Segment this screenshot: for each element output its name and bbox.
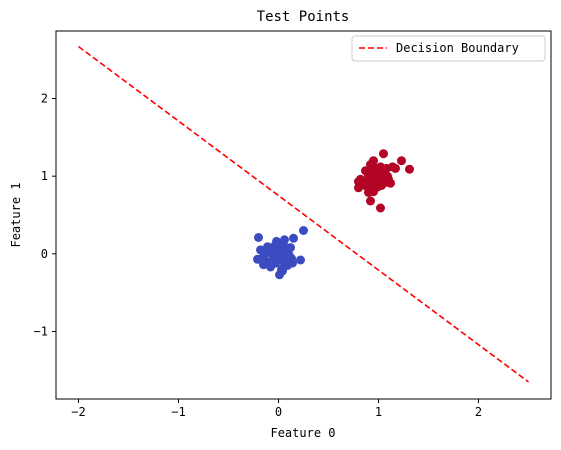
data-point-series-0-32 (288, 258, 297, 268)
legend-label-decision-boundary: Decision Boundary (396, 41, 519, 55)
y-tick-label: 0 (41, 247, 48, 261)
data-point-series-0-26 (286, 243, 295, 253)
chart-title: Test Points (257, 9, 350, 25)
x-ticks: −2 −1 0 1 2 (71, 399, 482, 419)
data-point-series-1-37 (369, 163, 378, 173)
data-point-series-1-24 (379, 149, 388, 159)
data-point-series-0-35 (268, 249, 277, 259)
data-point-series-1-12 (369, 156, 378, 166)
x-axis-label: Feature 0 (270, 426, 335, 440)
data-point-series-1-35 (364, 188, 373, 197)
data-point-series-1-21 (376, 203, 385, 213)
data-point-series-1-36 (374, 179, 383, 189)
x-tick-label: −2 (71, 405, 85, 419)
data-point-series-0-34 (299, 226, 308, 235)
data-point-series-0-39 (285, 251, 294, 261)
y-tick-label: 1 (41, 169, 48, 183)
x-tick-label: 1 (375, 405, 382, 419)
x-tick-label: 0 (275, 405, 282, 419)
data-point-series-1-9 (366, 196, 375, 206)
legend-box (351, 35, 546, 62)
decision-boundary-line (78, 45, 529, 383)
points-layer (253, 149, 414, 280)
data-point-series-0-0 (254, 233, 263, 242)
y-ticks: −1 0 1 2 (34, 92, 56, 338)
data-point-series-1-34 (405, 164, 414, 174)
y-tick-label: −1 (34, 324, 48, 338)
data-point-series-1-33 (397, 156, 406, 166)
data-point-series-0-29 (253, 254, 262, 264)
data-point-series-0-33 (296, 255, 305, 265)
data-point-series-1-30 (386, 178, 395, 188)
data-point-series-0-31 (278, 266, 287, 276)
legend: Decision Boundary (351, 35, 546, 62)
data-point-series-1-32 (391, 163, 400, 173)
y-axis-label: Feature 1 (9, 182, 23, 247)
data-point-series-0-21 (280, 235, 289, 245)
y-tick-label: 2 (41, 92, 48, 106)
data-point-series-0-28 (289, 233, 298, 243)
x-tick-label: 2 (475, 405, 482, 419)
plot-frame (55, 30, 552, 400)
x-tick-label: −1 (171, 405, 185, 419)
data-point-series-0-37 (263, 242, 272, 252)
line-layer (78, 45, 529, 383)
